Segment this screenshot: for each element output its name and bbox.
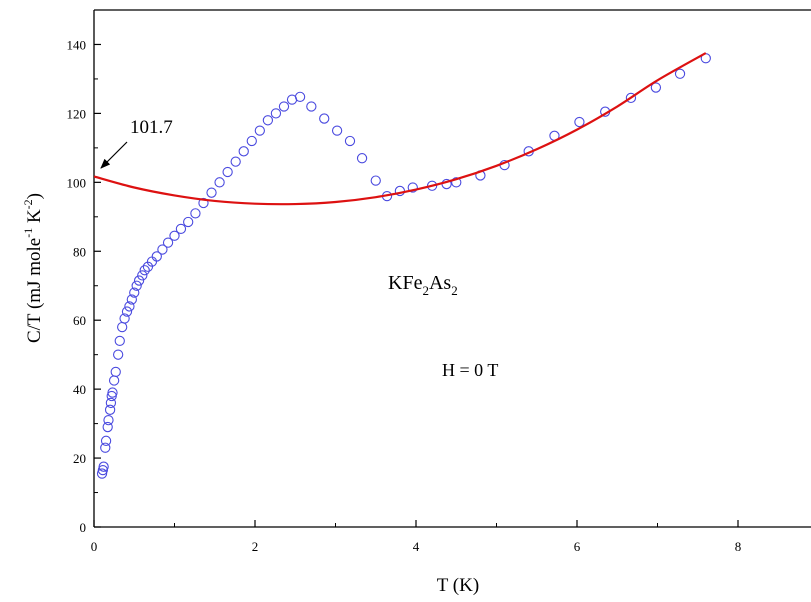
data-point [198,197,209,209]
data-point [157,244,168,255]
data-point [124,301,135,312]
y-axis-title-sup1: -1 [21,228,35,238]
data-point [117,321,128,333]
annotation-field: H = 0 T [442,360,498,380]
data-point [625,92,637,104]
plot-frame [93,9,811,528]
data-point [230,156,241,167]
data-point [129,287,140,298]
y-tick-label: 140 [67,37,87,52]
annotation-compound: KFe2As2 [388,272,458,298]
data-point [356,153,368,164]
data-point [206,187,217,198]
data-point [98,461,109,472]
data-point [110,366,121,378]
data-point [114,335,125,347]
axis-ticks [93,43,739,528]
y-axis-title-end: ) [24,193,45,199]
data-point [183,216,194,228]
y-tick-label: 120 [67,106,87,121]
data-point [151,251,162,262]
data-point [319,113,330,124]
data-markers [96,53,711,479]
data-point [100,435,112,446]
y-tick-label: 80 [73,244,86,259]
data-point [254,125,265,136]
data-point [104,404,116,415]
data-point [214,177,225,188]
compound-sub-1: 2 [422,283,429,298]
x-tick-label: 4 [413,539,420,554]
compound-part-2: As [429,272,451,294]
compound-sub-2: 2 [451,283,458,298]
data-point [650,82,662,93]
data-point [294,91,306,103]
data-point [222,166,233,178]
data-point [137,270,148,281]
data-point [105,397,117,409]
compound-part-1: KFe [388,272,423,294]
x-tick-label: 0 [91,539,98,554]
data-point [103,415,114,426]
y-tick-label: 40 [73,382,86,397]
data-point [175,223,187,235]
data-point [113,349,124,360]
y-tick-label: 20 [73,451,86,466]
x-tick-label: 8 [735,539,742,554]
plot-area [94,52,711,479]
data-point [246,135,257,147]
data-point [370,175,381,186]
annotation-arrow [100,141,128,169]
data-point [278,101,290,112]
y-axis-title: C/T (mJ mole-1 K-2) [21,193,45,343]
data-point [108,375,120,386]
data-point [306,101,317,112]
data-point [139,265,150,276]
data-point [100,442,111,453]
y-tick-label: 100 [67,175,87,190]
data-point [119,313,130,324]
data-point [574,116,585,128]
data-point [270,108,282,119]
annotation-fit-intercept: 101.7 [100,117,173,169]
data-point [331,125,343,136]
data-point [126,294,137,305]
data-point [407,182,418,193]
data-point [674,68,686,79]
y-tick-label: 0 [80,520,87,535]
data-point [451,177,462,188]
data-point [102,421,113,433]
y-axis-title-main: C/T (mJ mole [24,238,45,343]
x-tick-label: 6 [574,539,581,554]
data-point [131,280,142,291]
data-point [121,306,133,317]
data-point [142,261,154,272]
x-axis-title: T (K) [437,575,479,596]
y-tick-label: 60 [73,313,86,328]
x-tick-label: 2 [252,539,259,554]
data-point [107,387,118,398]
annotation-intercept-label: 101.7 [130,117,173,138]
data-point [190,208,201,219]
data-point [238,146,249,157]
y-axis-title-sup2: -2 [21,199,35,209]
data-point [133,275,145,286]
y-axis-title-mid: K [24,209,45,228]
data-point [162,237,174,248]
data-point [262,115,274,126]
fit-line [94,52,707,206]
data-point [344,135,356,147]
data-point [169,230,180,241]
